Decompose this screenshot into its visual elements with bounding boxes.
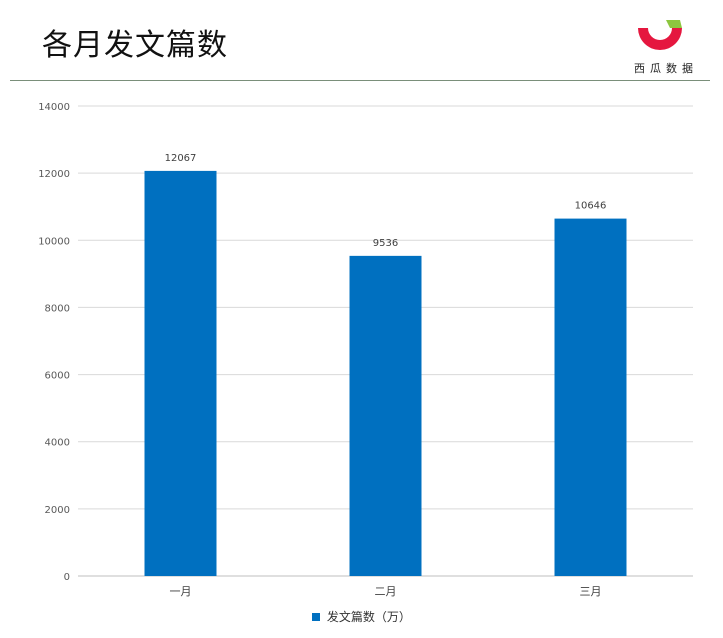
brand-logo: 西瓜数据 — [626, 20, 706, 80]
data-label: 12067 — [165, 153, 197, 164]
y-tick-label: 2000 — [45, 505, 70, 516]
logo-green-leaf — [666, 20, 682, 28]
y-tick-label: 12000 — [38, 169, 70, 180]
y-axis-ticks: 0 2000 4000 6000 8000 10000 12000 14000 — [38, 102, 70, 583]
bar — [554, 218, 627, 576]
data-label: 10646 — [575, 201, 607, 212]
chart-legend: 发文篇数（万） — [0, 608, 723, 625]
legend-swatch — [312, 612, 321, 621]
y-tick-label: 14000 — [38, 102, 70, 113]
x-tick-label: 三月 — [580, 585, 602, 598]
page-title: 各月发文篇数 — [42, 28, 228, 63]
data-label: 9536 — [373, 238, 398, 249]
x-tick-label: 二月 — [375, 585, 397, 598]
x-tick-label: 一月 — [170, 585, 192, 598]
logo-red-arc — [638, 28, 682, 50]
bar — [144, 170, 217, 577]
bar-chart: 0 2000 4000 6000 8000 10000 12000 14000 12067 95… — [38, 102, 693, 598]
legend-label: 发文篇数（万） — [326, 610, 411, 624]
watermelon-logo-icon — [638, 20, 682, 50]
data-labels: 12067 9536 10646 — [165, 153, 607, 249]
bar — [349, 255, 422, 576]
header-divider — [10, 80, 710, 81]
y-tick-label: 8000 — [45, 303, 70, 314]
y-tick-label: 10000 — [38, 236, 70, 247]
logo-text: 西瓜数据 — [634, 62, 698, 75]
y-tick-label: 0 — [64, 572, 70, 583]
y-tick-label: 6000 — [45, 371, 70, 382]
bars — [144, 170, 627, 577]
x-axis-ticks: 一月 二月 三月 — [170, 585, 602, 598]
y-tick-label: 4000 — [45, 438, 70, 449]
